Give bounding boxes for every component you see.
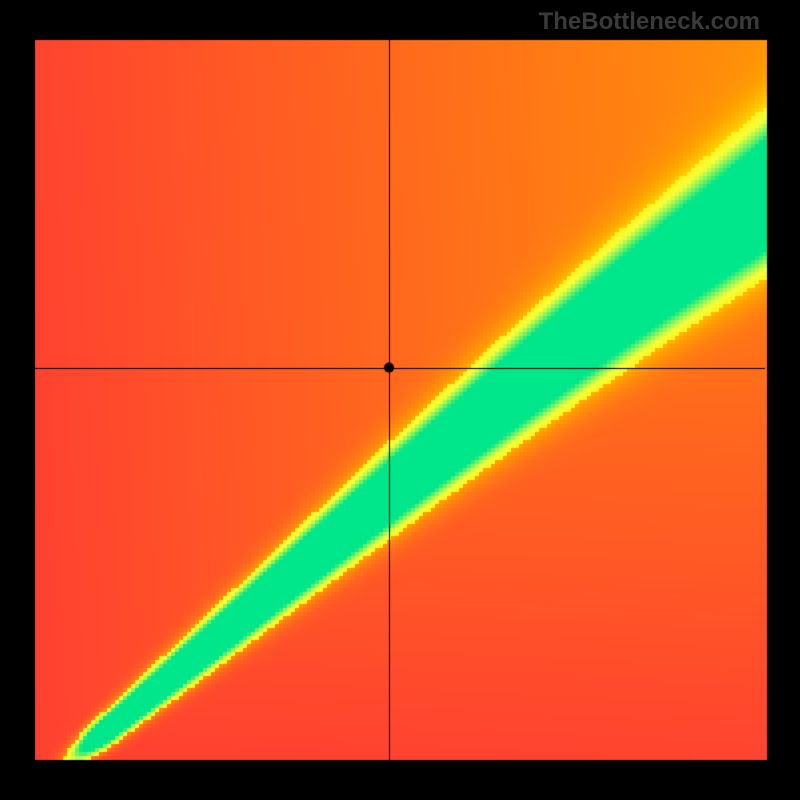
bottleneck-heatmap <box>0 0 800 800</box>
chart-container: TheBottleneck.com <box>0 0 800 800</box>
watermark-text: TheBottleneck.com <box>539 8 760 36</box>
